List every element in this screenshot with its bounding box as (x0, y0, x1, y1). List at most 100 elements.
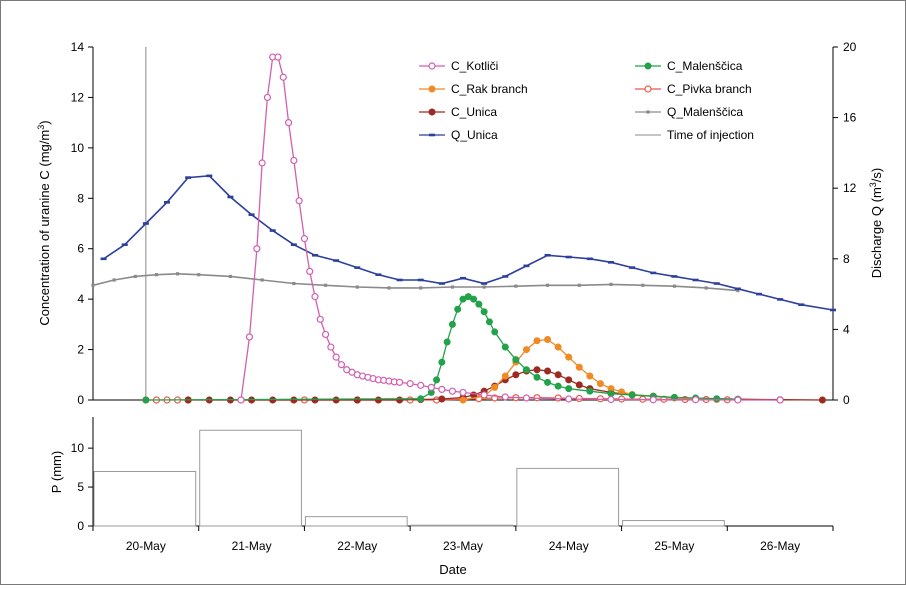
legend-label: Time of injection (667, 128, 754, 142)
data-point-q-malenscica (545, 283, 550, 287)
data-point-q-unica (586, 257, 593, 261)
data-point-c-kotlici (237, 396, 245, 404)
precip-y-tick-label: 5 (77, 480, 84, 494)
legend-item-injection: Time of injection (635, 128, 754, 142)
data-point-q-malenscica (197, 273, 201, 277)
data-point-c-kotlici (776, 396, 784, 404)
data-point-c-kotlici (295, 197, 303, 205)
data-point-c-unica (438, 395, 446, 403)
data-point-c-kotlici (306, 267, 314, 276)
y-tick-label-left: 8 (77, 191, 84, 205)
y-tick-label-right: 20 (843, 40, 857, 54)
data-point-c-kotlici (438, 385, 446, 394)
data-point-q-malenscica (292, 281, 296, 286)
precip-y-tick-label: 0 (77, 519, 84, 533)
data-point-q-unica (777, 298, 784, 301)
data-point-c-kotlici (337, 361, 346, 369)
data-point-c-unica (311, 396, 319, 404)
legend-item-c-pivka: C_Pivka branch (635, 82, 752, 96)
date-tick-label: 20-May (126, 539, 166, 553)
data-point-q-unica (248, 213, 255, 216)
data-point-q-malenscica (641, 283, 645, 287)
data-point-q-malenscica (355, 285, 359, 289)
data-point-q-malenscica (387, 286, 391, 290)
data-point-q-unica (565, 255, 572, 259)
legend-swatch-marker (428, 85, 436, 93)
data-point-c-malenscica (501, 343, 509, 351)
data-point-q-malenscica (514, 284, 518, 288)
series-q-malenscica (91, 272, 740, 293)
data-point-c-malenscica (448, 320, 456, 328)
y-tick-label-right: 16 (843, 111, 857, 125)
y-tick-label-left: 12 (71, 90, 85, 104)
data-point-c-rak (565, 353, 573, 361)
data-point-c-rak (501, 372, 509, 380)
y-axis-title-concentration: Concentration of uranine C (mg/m3) (36, 120, 52, 325)
data-point-c-malenscica (512, 356, 520, 364)
data-point-c-rak (618, 388, 626, 396)
data-point-q-malenscica (323, 283, 328, 287)
y-axis-title-precipitation: P (mm) (49, 451, 64, 493)
data-point-q-malenscica (154, 273, 159, 277)
y-tick-label-left: 10 (71, 141, 85, 155)
data-point-c-kotlici (417, 381, 425, 389)
data-point-c-kotlici (245, 333, 254, 341)
date-tick-label: 23-May (443, 539, 483, 553)
legend-item-q-malenscica: Q_Malenščica (635, 105, 743, 119)
data-point-c-malenscica (533, 373, 541, 381)
data-point-c-malenscica (544, 378, 552, 386)
data-point-q-unica (142, 222, 149, 225)
series-c-kotlici (237, 53, 784, 404)
data-point-c-unica (818, 396, 826, 404)
y-tick-label-left: 0 (77, 393, 84, 407)
legend-label: Q_Malenščica (667, 105, 743, 119)
precip-bar (622, 520, 725, 527)
data-point-c-kotlici (480, 391, 488, 399)
data-point-c-unica (565, 376, 573, 384)
y-tick-label-right: 8 (843, 252, 850, 266)
data-point-c-malenscica (586, 387, 594, 395)
data-point-q-malenscica (91, 283, 95, 287)
data-point-c-malenscica (713, 395, 721, 403)
data-point-q-unica (502, 275, 509, 278)
legend-swatch-marker (428, 62, 436, 70)
legend-item-c-unica: C_Unica (419, 105, 497, 119)
legend: C_Kotliči C_Malenščica C_Rak branch C_Pivka… (419, 59, 754, 142)
data-point-c-malenscica (443, 338, 451, 346)
data-point-c-malenscica (522, 366, 530, 374)
y-tick-label-left: 14 (71, 40, 85, 54)
data-point-c-unica (575, 381, 583, 389)
legend-item-c-kotlici: C_Kotliči (419, 59, 498, 73)
data-point-q-unica (629, 266, 636, 269)
data-point-c-kotlici (501, 393, 509, 401)
data-point-c-kotlici (649, 396, 657, 404)
data-point-q-malenscica (133, 274, 137, 279)
data-point-q-malenscica (228, 274, 233, 279)
data-point-q-malenscica (482, 285, 486, 289)
data-point-c-kotlici (274, 53, 282, 61)
data-point-c-malenscica (554, 382, 562, 390)
data-point-c-rak (491, 383, 499, 391)
data-point-c-kotlici (406, 380, 414, 388)
data-point-c-kotlici (327, 343, 335, 351)
data-point-c-rak (522, 346, 530, 354)
data-point-q-unica (650, 271, 657, 275)
data-point-c-unica (290, 396, 298, 404)
data-point-q-unica (671, 275, 678, 278)
data-point-q-unica (227, 195, 234, 199)
data-point-c-kotlici (300, 235, 309, 243)
data-point-c-unica (396, 396, 404, 404)
data-point-q-unica (164, 201, 170, 204)
legend-label: C_Pivka branch (667, 82, 752, 96)
data-point-q-unica (354, 266, 361, 269)
precip-bar (199, 429, 302, 527)
y-tick-label-left: 4 (77, 292, 84, 306)
data-point-q-malenscica (609, 282, 613, 286)
data-point-q-unica (734, 287, 741, 291)
data-point-q-unica (100, 257, 107, 261)
y-tick-label-left: 6 (77, 242, 84, 256)
legend-item-c-malenscica: C_Malenščica (635, 59, 743, 73)
data-point-c-kotlici (284, 119, 293, 127)
data-point-c-kotlici (427, 383, 435, 391)
y-tick-label-left: 2 (77, 343, 84, 357)
